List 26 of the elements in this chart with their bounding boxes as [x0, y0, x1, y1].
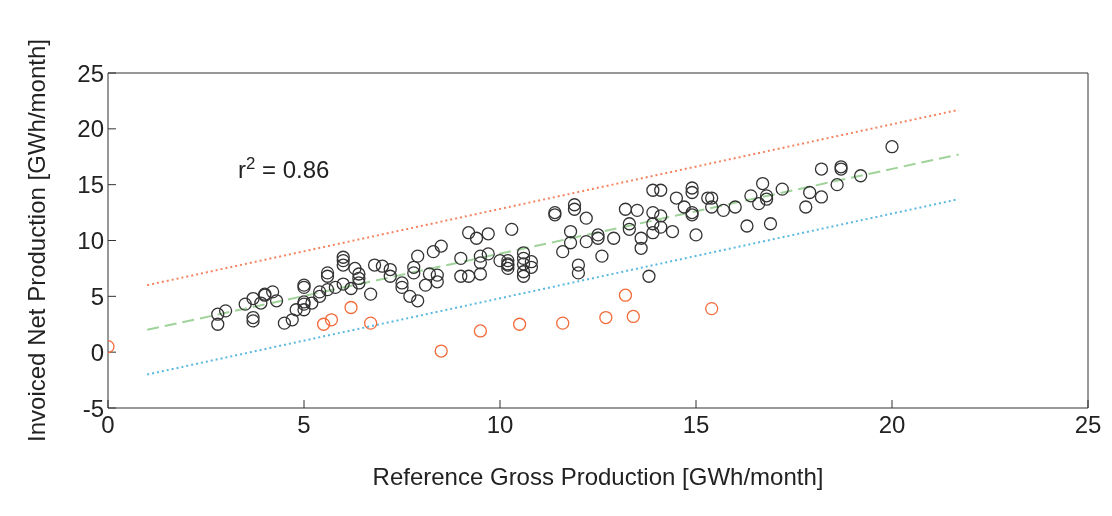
point: [473, 324, 488, 338]
point: [512, 317, 527, 331]
y-tick-label: 5: [90, 282, 104, 310]
point: [344, 300, 358, 315]
point: [626, 309, 640, 324]
y-tick-label: 10: [77, 227, 104, 255]
point: [705, 301, 719, 316]
x-tick-label: 25: [1074, 411, 1102, 439]
point: [316, 317, 331, 331]
point: [434, 344, 448, 358]
y-tick-label: 0: [90, 338, 104, 366]
annotation: r$^{2}$ = 0.86: [238, 153, 330, 183]
x-tick-label: 20: [878, 411, 906, 439]
x-axis-title: Reference Gross Production [GWh/month]: [372, 463, 824, 491]
point: [363, 316, 378, 330]
y-tick-label: 20: [77, 115, 104, 143]
point: [324, 313, 339, 327]
y-tick-label: 15: [77, 171, 104, 199]
y-axis-title: Invoiced Net Production [GWh/month]: [22, 39, 50, 442]
x-tick-label: 15: [682, 411, 710, 439]
point: [556, 316, 570, 330]
point: [599, 310, 613, 325]
y-tick-label: 25: [77, 59, 104, 87]
point: [618, 288, 633, 302]
x-tick-label: 10: [486, 411, 514, 439]
x-tick-label: 5: [297, 411, 311, 439]
